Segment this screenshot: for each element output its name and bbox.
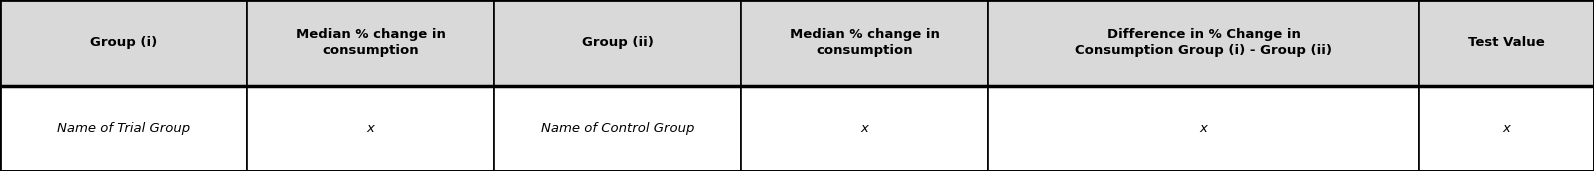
Text: Name of Trial Group: Name of Trial Group	[57, 122, 190, 135]
Text: x: x	[1200, 122, 1207, 135]
Bar	[0, 86, 247, 171]
Text: Name of Control Group: Name of Control Group	[540, 122, 695, 135]
Bar	[741, 0, 988, 86]
Bar	[741, 0, 988, 86]
Text: Group (i): Group (i)	[89, 36, 158, 49]
Text: Difference in % Change in
Consumption Group (i) - Group (ii): Difference in % Change in Consumption Gr…	[1074, 28, 1333, 57]
Bar	[494, 0, 741, 86]
Bar	[247, 0, 494, 86]
Text: x: x	[861, 122, 869, 135]
Text: Median % change in
consumption: Median % change in consumption	[789, 28, 940, 57]
Text: x: x	[1503, 122, 1510, 135]
Bar	[1419, 0, 1594, 86]
Text: Test Value: Test Value	[1468, 36, 1545, 49]
Bar	[494, 86, 741, 171]
Bar	[494, 86, 741, 171]
Text: Group (ii): Group (ii)	[582, 36, 654, 49]
Text: x: x	[367, 122, 375, 135]
Bar	[0, 0, 247, 86]
Bar	[247, 86, 494, 171]
Bar	[494, 0, 741, 86]
Bar	[988, 0, 1419, 86]
Bar	[247, 0, 494, 86]
Bar	[0, 86, 247, 171]
Bar	[247, 86, 494, 171]
Bar	[988, 86, 1419, 171]
Bar	[1419, 86, 1594, 171]
Bar	[0, 0, 247, 86]
Bar	[1419, 0, 1594, 86]
Bar	[741, 86, 988, 171]
Bar	[988, 86, 1419, 171]
Text: Median % change in
consumption: Median % change in consumption	[295, 28, 446, 57]
Bar	[741, 86, 988, 171]
Bar	[1419, 86, 1594, 171]
Bar	[988, 0, 1419, 86]
